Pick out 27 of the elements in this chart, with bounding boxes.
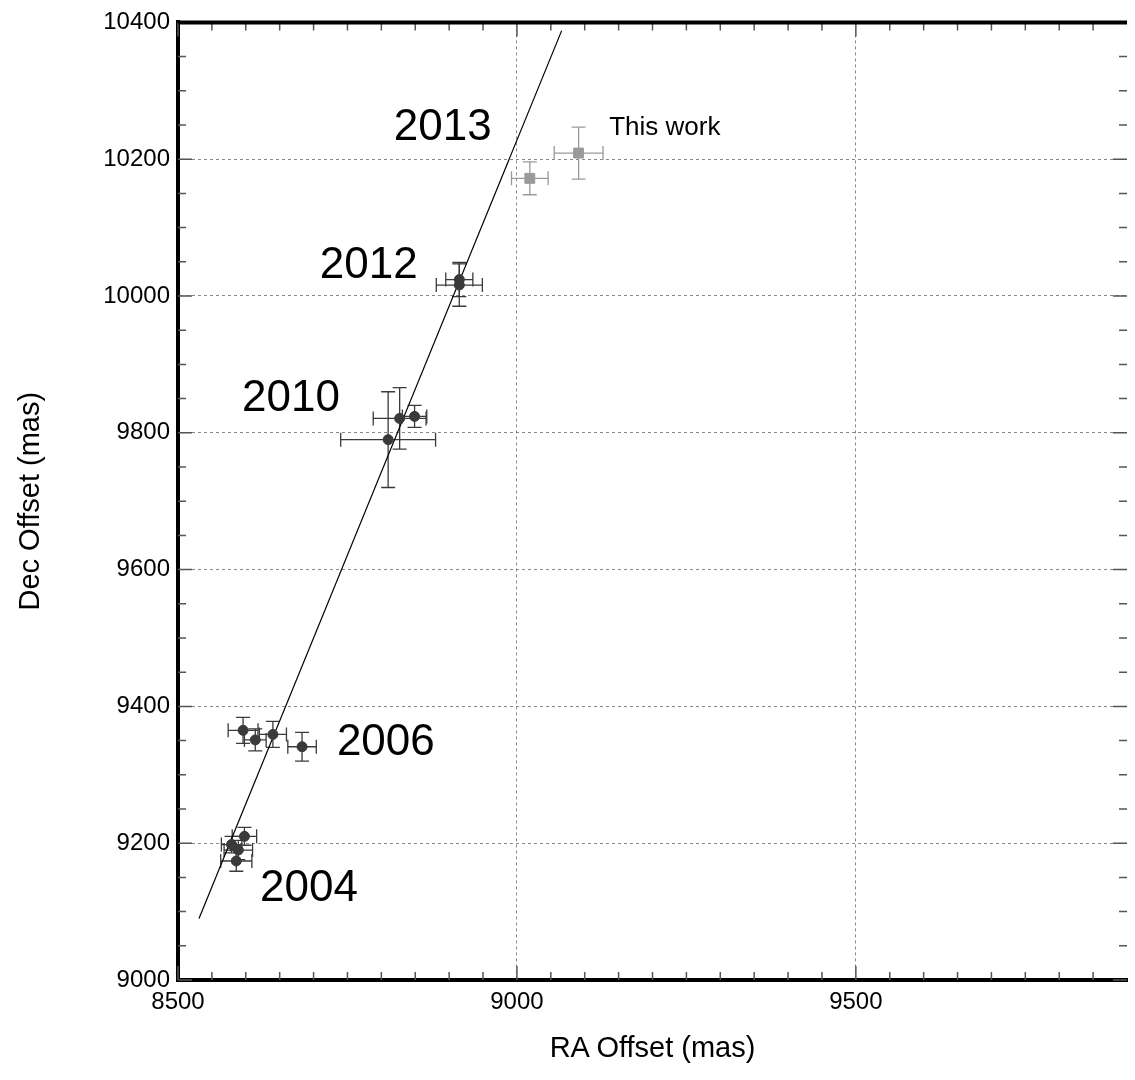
point [573, 147, 585, 159]
annotation: 2004 [260, 861, 358, 911]
annotation: 2013 [393, 99, 492, 149]
x-tick-label: 9500 [829, 987, 883, 1015]
y-tick-label: 9800 [116, 417, 170, 445]
point [237, 724, 249, 736]
x-axis-title: RA Offset (mas) [549, 1030, 756, 1063]
y-tick-label: 9600 [116, 554, 170, 582]
point [524, 172, 536, 184]
point [230, 855, 242, 867]
y-tick-label: 9400 [116, 691, 170, 719]
annotation: 2010 [241, 370, 340, 420]
y-tick-label: 10400 [103, 7, 170, 35]
annotation: This work [609, 110, 722, 141]
point [394, 412, 406, 424]
y-axis-title: Dec Offset (mas) [13, 391, 46, 611]
y-tick-label: 10200 [103, 143, 170, 171]
point [382, 434, 394, 446]
annotation: 2006 [336, 714, 435, 764]
y-tick-label: 10000 [103, 280, 170, 308]
point [249, 734, 261, 746]
point [296, 741, 308, 753]
y-tick-label: 9200 [116, 827, 170, 855]
annotation: 2012 [319, 237, 418, 287]
x-tick-label: 9000 [490, 987, 544, 1015]
point [267, 728, 279, 740]
point [409, 410, 421, 422]
